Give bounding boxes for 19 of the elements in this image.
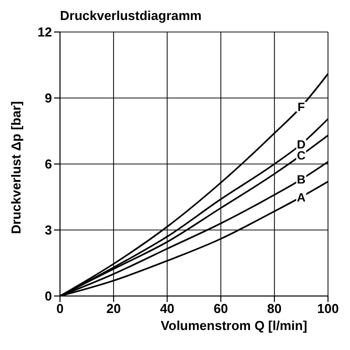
- x-tick-label: 80: [267, 301, 282, 316]
- series-label: F: [298, 100, 305, 114]
- x-tick-label: 100: [317, 301, 339, 316]
- x-axis-title: Volumenstrom Q [l/min]: [160, 318, 308, 333]
- x-tick-label: 20: [106, 301, 121, 316]
- y-tick-label: 0: [44, 288, 52, 304]
- series-label: D: [296, 138, 306, 152]
- y-tick-label: 12: [38, 24, 52, 40]
- y-tick-label: 9: [44, 90, 52, 106]
- y-tick-label: 3: [44, 222, 52, 238]
- x-tick-label: 60: [214, 301, 228, 316]
- y-axis-title: Druckverlust Δp [bar]: [8, 101, 24, 234]
- x-tick-label: 40: [160, 301, 174, 316]
- series-label: C: [296, 148, 306, 162]
- series-label: A: [296, 190, 306, 204]
- chart-title: Druckverlustdiagramm: [60, 8, 203, 25]
- y-tick-label: 6: [44, 156, 52, 172]
- x-tick-label: 0: [56, 301, 64, 316]
- series-label: B: [296, 172, 306, 187]
